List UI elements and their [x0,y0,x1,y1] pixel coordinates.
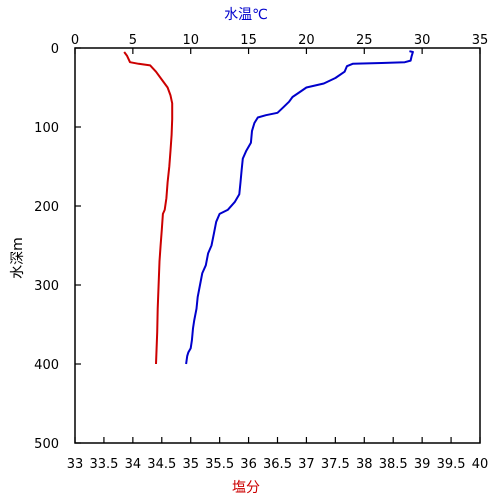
y-axis-ticks: 0 100 200 300 400 500 [34,42,81,452]
top-tick-label: 35 [472,33,489,48]
top-axis-title: 水温℃ [224,7,268,23]
bottom-x-axis-ticks: 33 33.5 34 34.5 35 35.5 36 36.5 37 37.5 38 38.5 39 39… [67,437,489,472]
bottom-tick-label: 37.5 [321,457,350,472]
bottom-tick-label: 33.5 [89,457,118,472]
plot-frame [74,47,481,444]
salinity-series-line [123,51,174,365]
bottom-tick-label: 33 [67,457,84,472]
bottom-tick-label: 36 [240,457,257,472]
y-tick-label: 0 [51,42,59,57]
top-tick-label: 15 [240,33,257,48]
top-tick-label: 5 [129,33,137,48]
temperature-series-line [185,50,414,365]
bottom-tick-label: 37 [298,457,315,472]
top-x-axis-ticks: 0 5 10 15 20 25 30 35 [71,33,488,54]
series-layer [123,50,414,365]
top-tick-label: 20 [298,33,315,48]
bottom-tick-label: 38.5 [379,457,408,472]
y-tick-label: 500 [34,437,59,452]
top-tick-label: 25 [356,33,373,48]
top-tick-label: 10 [182,33,199,48]
bottom-tick-label: 35.5 [205,457,234,472]
bottom-tick-label: 38 [356,457,373,472]
bottom-tick-label: 39 [414,457,431,472]
bottom-tick-label: 36.5 [263,457,292,472]
y-axis-title: 水深m [10,237,26,279]
bottom-tick-label: 40 [472,457,489,472]
y-tick-label: 300 [34,279,59,294]
y-tick-label: 200 [34,200,59,215]
y-tick-label: 100 [34,121,59,136]
bottom-tick-label: 39.5 [437,457,466,472]
bottom-tick-label: 34 [125,457,142,472]
top-tick-label: 30 [414,33,431,48]
bottom-tick-label: 34.5 [147,457,176,472]
y-tick-label: 400 [34,358,59,373]
bottom-axis-title: 塩分 [232,480,260,496]
top-tick-label: 0 [71,33,79,48]
bottom-tick-label: 35 [182,457,199,472]
